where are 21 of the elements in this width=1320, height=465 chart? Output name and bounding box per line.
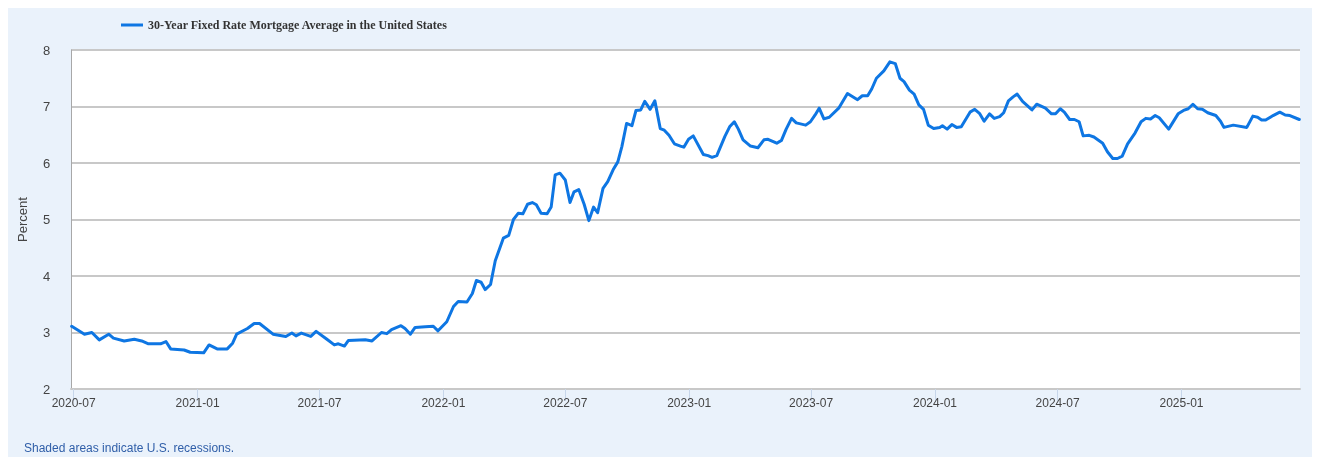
y-tick-label: 3 [43,325,51,340]
legend-label: 30-Year Fixed Rate Mortgage Average in the United States [148,18,448,32]
x-tick-label: 2022-01 [421,396,466,410]
x-tick-label: 2020-07 [51,396,97,410]
x-tick-label: 2023-01 [667,396,712,410]
y-tick-label: 5 [43,212,51,227]
x-tick-label: 2024-01 [912,396,958,410]
y-axis-title: Percent [15,196,30,242]
x-tick-label: 2022-07 [543,396,588,410]
y-tick-label: 4 [43,268,51,284]
x-tick-label: 2025-01 [1159,396,1204,410]
line-series [70,60,1301,355]
y-tick-label: 8 [43,42,51,58]
x-tick-label: 2021-07 [297,396,342,410]
y-tick-label: 6 [43,155,51,171]
x-tick-label: 2021-01 [175,396,220,410]
y-tick-label: 2 [43,381,51,397]
x-tick-label: 2024-07 [1035,396,1080,410]
x-tick-label: 2023-07 [789,396,834,410]
y-tick-label: 7 [43,99,51,114]
text: Shaded areas indicate U.S. recessions. [24,441,235,455]
